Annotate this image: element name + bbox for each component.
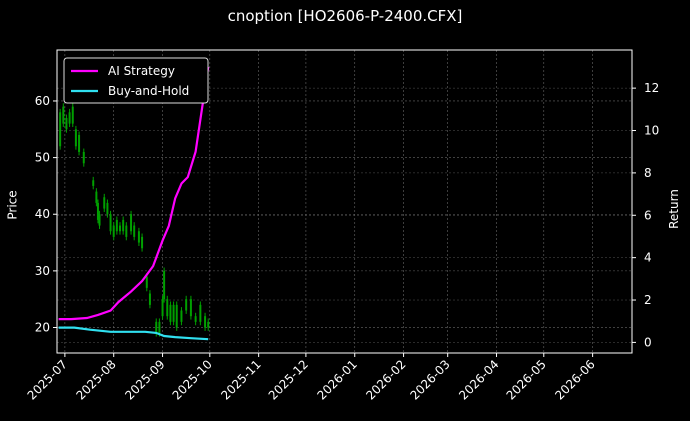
left-y-tick-label: 50 xyxy=(35,151,50,165)
candle-body xyxy=(98,214,101,226)
candle-body xyxy=(115,219,118,232)
candle-body xyxy=(169,304,172,322)
candle-body xyxy=(207,321,210,328)
right-y-tick-label: 12 xyxy=(644,81,659,95)
candle-body xyxy=(189,299,192,317)
candle-body xyxy=(199,304,202,322)
candle-body xyxy=(62,106,65,124)
plot-frame xyxy=(56,49,633,354)
candle-body xyxy=(82,151,85,164)
candle-body xyxy=(161,299,164,317)
left-y-tick-label: 30 xyxy=(35,264,50,278)
x-tick-label: 2025-08 xyxy=(73,357,118,402)
legend-label: AI Strategy xyxy=(108,64,175,78)
series-line-ai-strategy xyxy=(58,66,210,321)
candle-body xyxy=(148,293,151,305)
candle-body xyxy=(204,316,207,328)
candle-body xyxy=(155,321,158,334)
candle-body xyxy=(59,112,62,147)
x-tick-label: 2026-06 xyxy=(552,357,597,402)
candle-body xyxy=(163,270,166,300)
candle-body xyxy=(172,304,175,322)
candle-body xyxy=(194,316,197,322)
right-y-tick-label: 6 xyxy=(644,208,652,222)
candle-body xyxy=(78,134,81,152)
series-line-buy-and-hold xyxy=(58,326,209,341)
candle-body xyxy=(125,225,128,237)
candle-body xyxy=(185,299,188,311)
right-y-tick-label: 2 xyxy=(644,293,652,307)
right-y-tick-label: 10 xyxy=(644,124,659,138)
candle-body xyxy=(133,225,136,237)
candle-body xyxy=(122,219,125,232)
right-y-tick-label: 4 xyxy=(644,251,652,265)
left-y-tick-label: 40 xyxy=(35,207,50,221)
x-tick-label: 2025-09 xyxy=(122,357,167,402)
x-tick-label: 2025-11 xyxy=(218,357,263,402)
legend-box xyxy=(63,57,209,104)
x-tick-label: 2026-05 xyxy=(504,357,549,402)
left-y-tick-label: 20 xyxy=(35,321,50,335)
x-tick-label: 2026-04 xyxy=(456,357,501,402)
candle-body xyxy=(65,117,68,130)
left-y-tick-label: 60 xyxy=(35,94,50,108)
candle-body xyxy=(180,310,183,322)
candle-body xyxy=(145,276,148,288)
candle-body xyxy=(166,299,169,317)
right-y-tick-label: 8 xyxy=(644,166,652,180)
candle-body xyxy=(103,197,106,209)
legend-label: Buy-and-Hold xyxy=(108,84,189,98)
x-tick-label: 2025-10 xyxy=(170,357,215,402)
candle-body xyxy=(130,214,133,232)
candle-body xyxy=(109,214,112,232)
candle-body xyxy=(137,231,140,243)
candle-body xyxy=(96,202,99,220)
candle-body xyxy=(158,321,161,334)
candle-body xyxy=(92,180,95,186)
x-tick-label: 2025-07 xyxy=(25,357,70,402)
right-y-tick-label: 0 xyxy=(644,335,652,349)
candle-body xyxy=(74,129,77,147)
candle-body xyxy=(112,225,115,237)
candle-body xyxy=(71,106,74,124)
candle-body xyxy=(68,112,71,124)
x-tick-label: 2026-01 xyxy=(315,357,360,402)
x-tick-label: 2025-12 xyxy=(266,357,311,402)
chart-title: cnoption [HO2606-P-2400.CFX] xyxy=(227,7,463,25)
candle-body xyxy=(141,236,144,249)
candle-body xyxy=(119,225,122,232)
x-tick-label: 2026-02 xyxy=(363,357,408,402)
x-tick-label: 2026-03 xyxy=(407,357,452,402)
candle-body xyxy=(106,202,109,215)
candle-body xyxy=(95,191,98,203)
candle-body xyxy=(175,304,178,328)
